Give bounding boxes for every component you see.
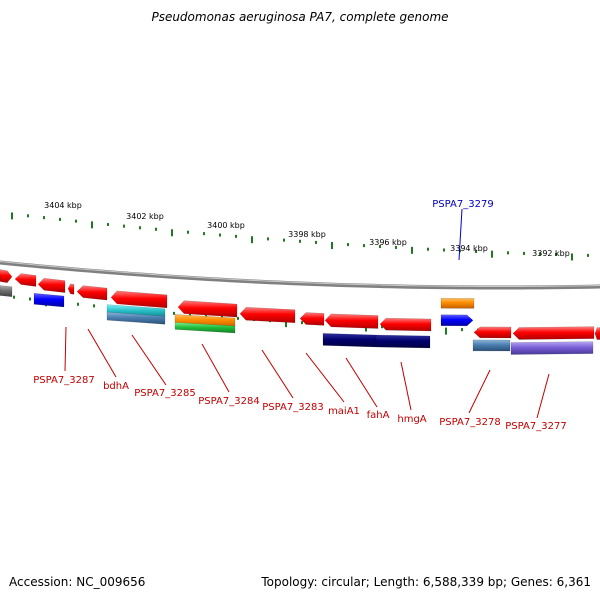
gene-feature: [299, 312, 325, 326]
gene-feature: [110, 290, 168, 309]
gene-leader-line: [458, 208, 463, 261]
scale-label: 3400 kbp: [207, 221, 245, 230]
gene-leader-line: [87, 328, 117, 378]
gene-feature: [512, 326, 595, 340]
gene-feature: [379, 317, 432, 332]
gene-feature: [0, 269, 13, 283]
scale-label: 3402 kbp: [126, 212, 164, 221]
gene-label: PSPA7_3284: [198, 396, 259, 407]
gene-feature: [0, 285, 13, 297]
gene-feature: [14, 273, 37, 287]
gene-label: PSPA7_3278: [439, 417, 500, 428]
gene-label: PSPA7_3287: [33, 375, 94, 386]
gene-label: PSPA7_3279: [432, 199, 493, 210]
scale-label: 3394 kbp: [450, 244, 488, 253]
backbone-layer: [0, 260, 600, 290]
gene-label: bdhA: [103, 381, 129, 392]
scale-label: 3396 kbp: [369, 238, 407, 247]
gene-feature: [37, 277, 66, 293]
gene-feature: [239, 306, 296, 324]
gene-feature: [440, 314, 474, 327]
gene-leader-line: [468, 369, 491, 414]
gene-label: hmgA: [397, 414, 426, 425]
gene-leader-line: [261, 349, 294, 399]
map-title: Pseudomonas aeruginosa PA7, complete gen…: [151, 10, 449, 24]
accession-text: Accession: NC_009656: [9, 575, 146, 589]
genome-backbone-highlight: [0, 261, 600, 288]
gene-feature: [322, 333, 377, 348]
gene-feature: [177, 300, 238, 318]
gene-feature: [473, 326, 512, 339]
gene-label: fahA: [367, 410, 390, 421]
gene-label-layer: PSPA7_3287bdhAPSPA7_3285PSPA7_3284PSPA7_…: [33, 199, 566, 432]
scale-label: 3392 kbp: [532, 249, 570, 258]
gene-label: maiA1: [328, 406, 360, 417]
gene-leader-line: [131, 334, 167, 386]
gene-label: PSPA7_3277: [505, 421, 566, 432]
gene-feature: [174, 322, 236, 334]
genome-summary-text: Topology: circular; Length: 6,588,339 bp…: [261, 575, 591, 589]
gene-feature: [510, 341, 594, 355]
gene-leader-line: [201, 343, 230, 393]
gene-feature: [33, 293, 65, 308]
scale-label: 3404 kbp: [44, 201, 82, 210]
gene-feature: [594, 327, 600, 340]
gene-leader-line: [400, 361, 412, 411]
gene-leader-line: [536, 373, 550, 419]
scale-label: 3398 kbp: [288, 230, 326, 239]
gene-leader-line: [305, 352, 345, 403]
gene-leader-line: [345, 357, 378, 408]
gene-leader-line: [64, 326, 67, 372]
gene-label: PSPA7_3283: [262, 402, 323, 413]
genome-backbone: [0, 260, 600, 290]
gene-label: PSPA7_3285: [134, 388, 195, 399]
gene-feature: [324, 313, 379, 329]
gene-feature: [375, 334, 431, 349]
gene-feature: [67, 283, 75, 295]
gene-feature: [472, 339, 511, 352]
gene-feature: [440, 297, 475, 309]
tick-layer: 3404 kbp 3402 kbp 3400 kbp 3398 kbp 3396 kbp…: [11, 201, 591, 337]
gene-feature: [76, 285, 108, 301]
gene-layer: [0, 269, 600, 355]
gene-feature: [106, 311, 166, 325]
